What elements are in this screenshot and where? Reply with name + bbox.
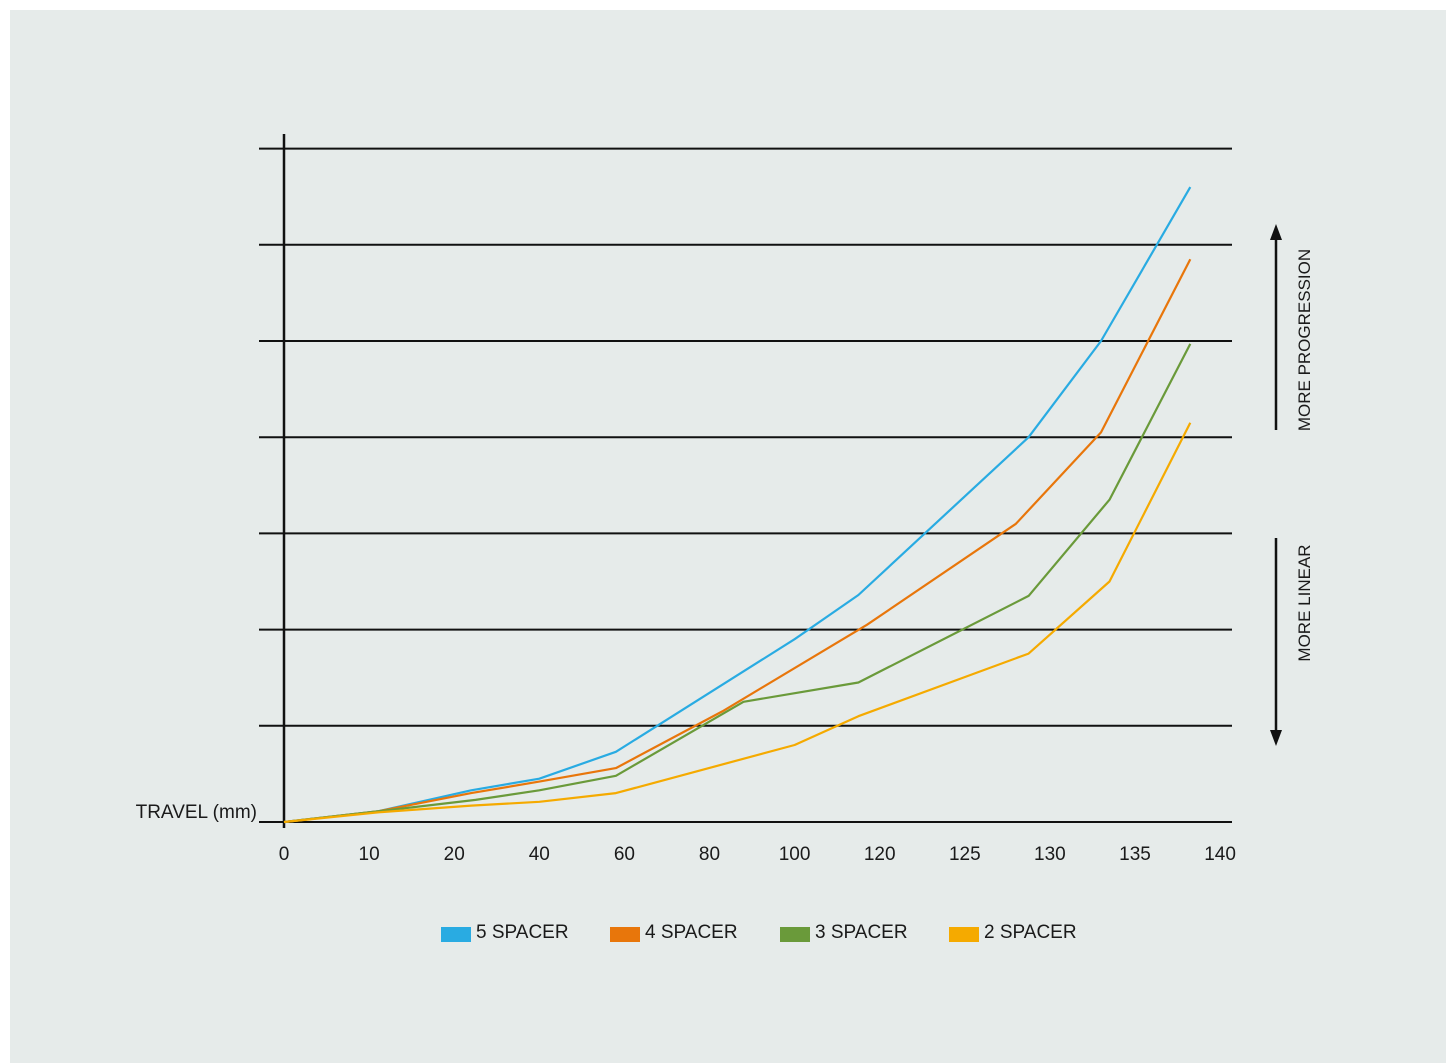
legend-item: 4 SPACER — [610, 922, 738, 943]
legend-label: 3 SPACER — [815, 922, 908, 943]
legend-swatch — [949, 927, 979, 942]
series-line-5-spacer — [283, 186, 1192, 824]
x-tick-label: 20 — [444, 844, 465, 865]
legend: 5 SPACER 4 SPACER 3 SPACER 2 SPACER — [441, 922, 1077, 943]
legend-label: 2 SPACER — [984, 922, 1077, 943]
legend-item: 3 SPACER — [780, 922, 908, 943]
side-annotations: MORE PROGRESSION MORE LINEAR — [1270, 224, 1314, 746]
series-line-3-spacer — [283, 343, 1192, 824]
x-tick-label: 80 — [699, 844, 720, 865]
legend-label: 5 SPACER — [476, 922, 569, 943]
x-tick-label: 60 — [614, 844, 635, 865]
x-axis-title: TRAVEL (mm) — [136, 802, 257, 823]
x-tick-label: 125 — [949, 844, 981, 865]
x-tick-label: 0 — [279, 844, 290, 865]
legend-swatch — [780, 927, 810, 942]
x-tick-label: 10 — [359, 844, 380, 865]
arrow-down-icon — [1270, 730, 1282, 746]
x-tick-label: 130 — [1034, 844, 1066, 865]
series-line-2-spacer — [283, 422, 1192, 824]
series-line-4-spacer — [283, 258, 1192, 824]
line-chart: 0 10 20 40 60 80 100 120 125 130 135 140 TRAVEL (mm… — [136, 134, 1314, 943]
x-tick-label: 40 — [529, 844, 550, 865]
legend-item: 5 SPACER — [441, 922, 569, 943]
series-lines — [283, 186, 1192, 824]
annotation-label: MORE LINEAR — [1295, 544, 1314, 661]
annotation-label: MORE PROGRESSION — [1295, 249, 1314, 431]
x-tick-label: 135 — [1119, 844, 1151, 865]
x-tick-label: 120 — [864, 844, 896, 865]
legend-item: 2 SPACER — [949, 922, 1077, 943]
legend-swatch — [610, 927, 640, 942]
gridlines — [259, 147, 1232, 823]
arrow-up-icon — [1270, 224, 1282, 240]
chart-panel: 0 10 20 40 60 80 100 120 125 130 135 140 TRAVEL (mm… — [10, 10, 1446, 1063]
x-tick-labels: 0 10 20 40 60 80 100 120 125 130 135 140 — [279, 844, 1236, 865]
legend-label: 4 SPACER — [645, 922, 738, 943]
x-tick-label: 140 — [1204, 844, 1236, 865]
x-tick-label: 100 — [779, 844, 811, 865]
legend-swatch — [441, 927, 471, 942]
